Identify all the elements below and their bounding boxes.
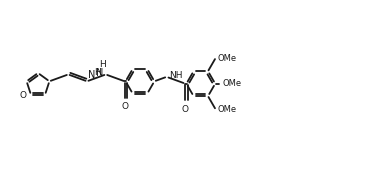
Text: O: O: [20, 91, 27, 100]
Text: N: N: [96, 68, 104, 79]
Text: OMe: OMe: [218, 54, 237, 63]
Text: H: H: [99, 60, 106, 70]
Text: NH: NH: [170, 71, 183, 80]
Text: O: O: [182, 105, 189, 114]
Text: N: N: [88, 70, 95, 80]
Text: OMe: OMe: [218, 105, 237, 114]
Text: O: O: [121, 102, 128, 111]
Text: OMe: OMe: [222, 79, 241, 88]
Text: H: H: [94, 68, 101, 77]
